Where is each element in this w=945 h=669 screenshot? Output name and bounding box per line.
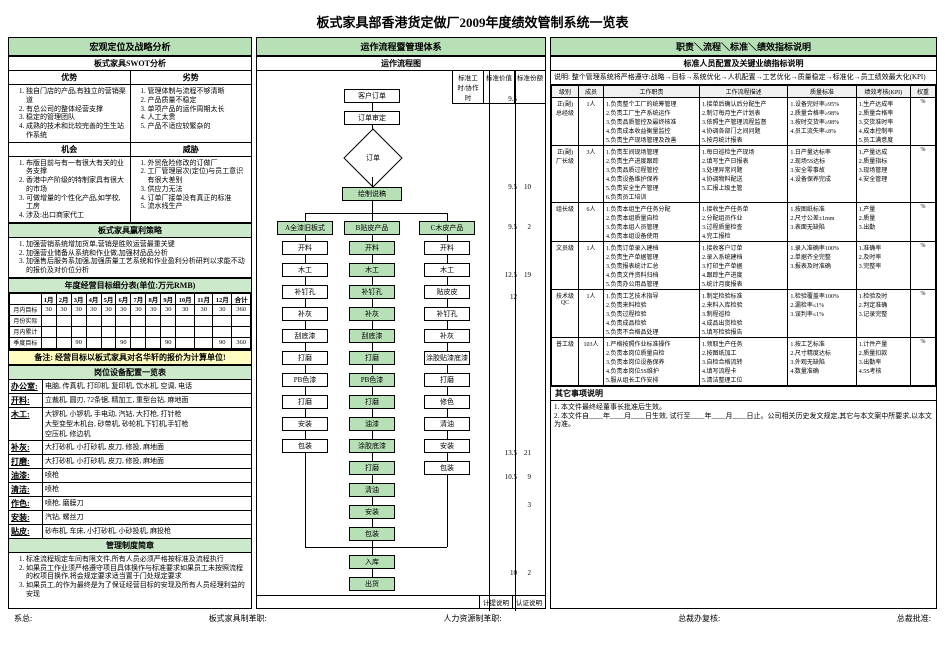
equip-title: 岗位设备配置一览表 (9, 365, 251, 380)
swot-t-label: 威胁 (131, 143, 252, 156)
extra-body: 1. 本文件最终经董事长批准后生效。 2. 本文件自____年____月____… (551, 401, 936, 431)
col3-sub: 标准人员配置及关键业绩指标说明 (551, 56, 936, 71)
note: 备注: 经营目标以板式家具对名华轩的报价为计算单位! (9, 350, 251, 365)
flowchart: 标准工时/协作时 标准价值 标准份额 客户订单订单审定订单绘制说稿A全漆旧板式B… (257, 71, 545, 595)
page-title: 板式家具部香港货定做厂2009年度绩效管制系统一览表 (8, 12, 937, 31)
swot-title: 板式家具SWOT分析 (9, 56, 251, 71)
system-title: 管理制度简章 (9, 538, 251, 553)
swot-s-label: 优势 (9, 71, 131, 84)
swot-w: 管理体制与流程不够清晰产品质量不稳定单项产品的运作周期太长人工太贵产品不适应较繁… (131, 85, 252, 142)
col3-topline: 说明: 整个管理系统将严格遵守:战略→目标→系统优化→人机配置→工艺优化→质量稳… (551, 71, 936, 85)
system-list: 标准流程规定车间有限文件,所有人员必须严格按标准及流程执行如果员工作业须严格遵守… (9, 553, 251, 601)
strategy-title: 板式家具赢利策略 (9, 223, 251, 238)
swot-t: 外贸危险修改的订做厂工厂管理层次(定位)与员工意识有很大差别供应力无法订单厂接单… (131, 157, 252, 222)
equip-table: 办公室:电脑, 传真机, 打印机, 复印机, 饮水机, 空调, 电话开料:立裁机… (9, 380, 251, 538)
sig-5: 总裁批准: (897, 613, 931, 624)
sig-1: 系总: (14, 613, 32, 624)
col-strategy: 宏观定位及战略分析 板式家具SWOT分析 优势 劣势 独自门店的产品,有独立的营… (8, 37, 252, 609)
extra-title: 其它事项说明 (551, 386, 936, 401)
swot-w-label: 劣势 (131, 71, 252, 84)
col-kpi: 职责＼流程＼标准＼绩效指标说明 标准人员配置及关键业绩指标说明 说明: 整个管理… (550, 37, 937, 609)
yearplan-title: 年度经营目标细分表(单位:万元RMB) (9, 278, 251, 293)
kpi-table: 级别成员工作职责工作流程描述质量标准绩效考核(KPI)权重正(副) 总经级1人1… (551, 85, 936, 386)
legend2: 认证说明 (512, 596, 545, 608)
yearplan-table: 1月2月3月4月5月6月7月8月9月10月11月12月合计月内目标3030303… (9, 293, 251, 349)
col1-head: 宏观定位及战略分析 (9, 38, 251, 56)
col2-sub: 运作流程图 (257, 56, 545, 71)
main-grid: 宏观定位及战略分析 板式家具SWOT分析 优势 劣势 独自门店的产品,有独立的营… (8, 37, 937, 609)
swot-o: 布版目前与有一有很大有关的业务支撑香港中产阶级的特制家具有很大的市场可做增量的个… (9, 157, 131, 222)
col2-head: 运作流程暨管理体系 (257, 38, 545, 56)
footer: 系总: 板式家具制革职: 人力资源制革职: 总裁办复核: 总裁批准: (8, 613, 937, 624)
col3-head: 职责＼流程＼标准＼绩效指标说明 (551, 38, 936, 56)
sig-3: 人力资源制革职: (443, 613, 501, 624)
legend1: 计提说明 (479, 596, 512, 608)
swot-o-label: 机会 (9, 143, 131, 156)
strategy-list: 加强营销系统增加货单,营销是胜败运营最重关键加强营业储备从系统和作业做,加强材品… (9, 238, 251, 278)
swot-s: 独自门店的产品,有独立的营销渠道有总公司的整体经营支撑稳定的管理团队成熟的技术和… (9, 85, 131, 142)
sig-2: 板式家具制革职: (209, 613, 267, 624)
col-flow: 运作流程暨管理体系 运作流程图 标准工时/协作时 标准价值 标准份额 客户订单订… (256, 37, 546, 609)
sig-4: 总裁办复核: (678, 613, 720, 624)
